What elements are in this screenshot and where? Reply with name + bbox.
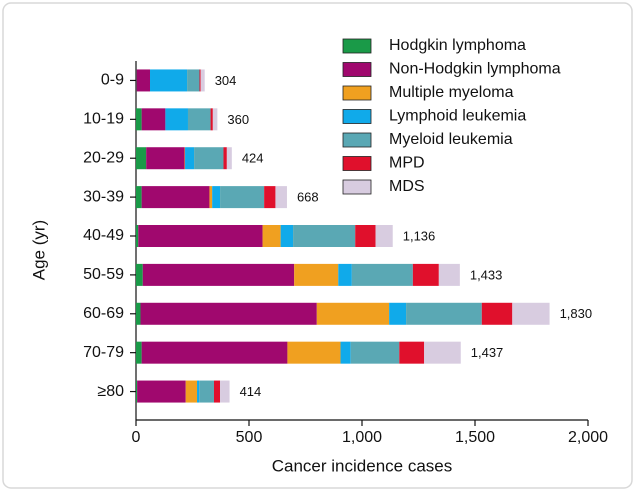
legend-swatch <box>342 156 372 171</box>
x-tick-label: 1,500 <box>455 429 495 446</box>
legend-swatch <box>342 132 372 148</box>
bar-segment <box>512 302 550 325</box>
bar-segment <box>355 225 376 247</box>
bar-segment <box>136 225 139 247</box>
total-label: 668 <box>297 190 319 205</box>
bar-segment <box>294 263 339 286</box>
bar-segment <box>316 302 390 325</box>
bar-segment <box>350 341 400 364</box>
bar-segment <box>351 263 413 286</box>
bar-segment <box>481 302 513 325</box>
bar-segment <box>136 263 143 286</box>
total-label: 1,437 <box>471 345 504 360</box>
bar-segment <box>138 225 263 247</box>
bar-segment <box>375 225 393 247</box>
bar-segment <box>389 302 407 325</box>
y-tick-label: 20-29 <box>83 149 124 166</box>
bar-segment <box>141 108 166 131</box>
bar-segment <box>424 341 461 364</box>
x-tick-label: 1,000 <box>342 429 382 446</box>
bar-segment <box>140 302 317 325</box>
total-label: 360 <box>227 112 249 127</box>
total-label: 304 <box>215 73 237 88</box>
y-tick-label: 60-69 <box>83 305 124 322</box>
total-label: 424 <box>242 151 264 166</box>
x-tick-label: 0 <box>132 429 141 446</box>
legend-label: Non-Hodgkin lymphoma <box>389 61 561 78</box>
bar-segment <box>220 380 230 403</box>
bar-segment <box>280 225 294 247</box>
bar-segment <box>264 186 276 209</box>
bar-segment <box>340 341 351 364</box>
bar-segment <box>275 186 287 209</box>
legend-label: MPD <box>389 155 425 172</box>
bar-segment <box>209 186 213 209</box>
x-tick-label: 500 <box>236 429 263 446</box>
total-label: 1,136 <box>403 228 436 243</box>
bar-segment <box>136 147 147 170</box>
y-tick-label: 70-79 <box>83 344 124 361</box>
legend-label: Multiple myeloma <box>389 84 514 101</box>
legend-label: Lymphoid leukemia <box>389 108 526 125</box>
bar-segment <box>406 302 482 325</box>
y-tick-label: 0-9 <box>101 72 124 89</box>
bar-segment <box>412 263 439 286</box>
bar-segment <box>187 69 200 92</box>
y-tick-label: ≥80 <box>97 383 124 400</box>
bar-segment <box>226 147 232 170</box>
bar-segment <box>200 69 205 92</box>
bar-segment <box>187 108 211 131</box>
total-label: 1,830 <box>560 306 593 321</box>
bar-segment <box>146 147 185 170</box>
bar-segment <box>262 225 281 247</box>
y-tick-label: 30-39 <box>83 188 124 205</box>
x-axis-label: Cancer incidence cases <box>272 456 452 475</box>
bar-segment <box>293 225 356 247</box>
bar-segment <box>212 186 221 209</box>
bar-segment <box>438 263 460 286</box>
legend-swatch <box>342 85 372 101</box>
bar-segment <box>136 186 142 209</box>
bar-segment <box>136 341 142 364</box>
bar-segment <box>399 341 425 364</box>
bar-segment <box>141 186 210 209</box>
legend-swatch <box>342 109 372 124</box>
bar-segment <box>197 380 200 403</box>
bar-segment <box>212 108 218 131</box>
legend-swatch <box>342 62 372 77</box>
bar-segment <box>223 147 227 170</box>
bar-segment <box>150 69 188 92</box>
bar-segment <box>213 380 221 403</box>
bar-segment <box>142 263 295 286</box>
bar-segment <box>210 108 213 131</box>
bar-segment <box>136 380 138 403</box>
bar-segment <box>136 302 141 325</box>
total-label: 1,433 <box>470 267 503 282</box>
bar-segment <box>165 108 188 131</box>
y-tick-label: 10-19 <box>83 111 124 128</box>
bar-segment <box>338 263 352 286</box>
bar-segment <box>141 341 288 364</box>
legend-swatch <box>342 179 372 195</box>
bar-segment <box>185 147 195 170</box>
bar-segment <box>220 186 265 209</box>
bar-segment <box>185 380 198 403</box>
bar-segment <box>137 380 186 403</box>
y-tick-label: 40-49 <box>83 227 124 244</box>
legend-label: MDS <box>389 178 425 195</box>
bar-segment <box>136 108 142 131</box>
bar-segment <box>194 147 224 170</box>
bar-segment <box>287 341 341 364</box>
total-label: 414 <box>240 384 262 399</box>
y-axis-label: Age (yr) <box>29 220 48 280</box>
bar-segment <box>199 380 214 403</box>
legend-swatch <box>342 38 372 54</box>
legend-label: Myeloid leukemia <box>389 131 513 148</box>
bar-segment <box>136 69 151 92</box>
bar-segment <box>199 69 201 92</box>
y-tick-label: 50-59 <box>83 266 124 283</box>
legend-label: Hodgkin lymphoma <box>389 37 526 54</box>
x-tick-label: 2,000 <box>568 429 608 446</box>
